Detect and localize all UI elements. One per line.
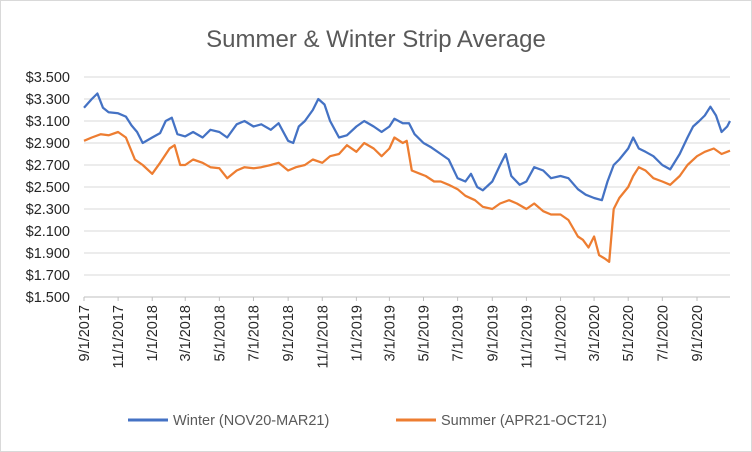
- x-tick-label: 3/1/2018: [178, 305, 194, 361]
- series-line-winter: [83, 92, 732, 202]
- x-tick-label: 7/1/2019: [451, 305, 467, 361]
- y-tick-label: $2.500: [26, 180, 70, 196]
- series-line-summer: [83, 130, 731, 263]
- y-tick-label: $3.100: [26, 114, 70, 130]
- y-tick-label: $2.900: [26, 136, 70, 152]
- y-tick-label: $1.900: [26, 246, 70, 262]
- legend: Winter (NOV20-MAR21) Summer (APR21-OCT21…: [128, 413, 607, 429]
- x-tick-label: 1/1/2020: [554, 305, 570, 361]
- x-tick-label: 9/1/2018: [281, 305, 297, 361]
- x-tick-label: 9/1/2019: [485, 305, 501, 361]
- x-tick-label: 11/1/2018: [315, 305, 331, 368]
- chart-title: Summer & Winter Strip Average: [206, 26, 546, 53]
- x-tick-label: 3/1/2020: [587, 305, 603, 361]
- y-tick-label: $2.300: [26, 202, 70, 218]
- x-tick-label: 5/1/2020: [621, 305, 637, 361]
- legend-label-winter: Winter (NOV20-MAR21): [173, 413, 329, 429]
- series-lines: [83, 92, 732, 263]
- x-axis-ticks: 9/1/2017 11/1/2017 1/1/2018 3/1/2018 5/1/201…: [77, 297, 706, 368]
- y-tick-label: $3.500: [26, 70, 70, 86]
- x-tick-label: 9/1/2020: [690, 305, 706, 361]
- x-tick-label: 5/1/2018: [212, 305, 228, 361]
- y-tick-label: $1.700: [26, 268, 70, 284]
- legend-label-summer: Summer (APR21-OCT21): [441, 413, 607, 429]
- x-tick-label: 1/1/2018: [145, 305, 161, 361]
- x-tick-label: 5/1/2019: [416, 305, 432, 361]
- grid-lines: [84, 76, 730, 298]
- x-tick-label: 7/1/2018: [246, 305, 262, 361]
- y-axis-ticks: $3.500 $3.300 $3.100 $2.900 $2.700 $2.500 $2.3…: [26, 70, 70, 306]
- y-tick-label: $1.500: [26, 290, 70, 306]
- x-tick-label: 3/1/2019: [382, 305, 398, 361]
- x-tick-label: 11/1/2019: [519, 305, 535, 368]
- x-tick-label: 7/1/2020: [655, 305, 671, 361]
- y-tick-label: $2.700: [26, 158, 70, 174]
- x-tick-label: 1/1/2019: [349, 305, 365, 361]
- x-tick-label: 9/1/2017: [77, 305, 93, 361]
- y-tick-label: $3.300: [26, 92, 70, 108]
- x-tick-label: 11/1/2017: [111, 305, 127, 368]
- y-tick-label: $2.100: [26, 224, 70, 240]
